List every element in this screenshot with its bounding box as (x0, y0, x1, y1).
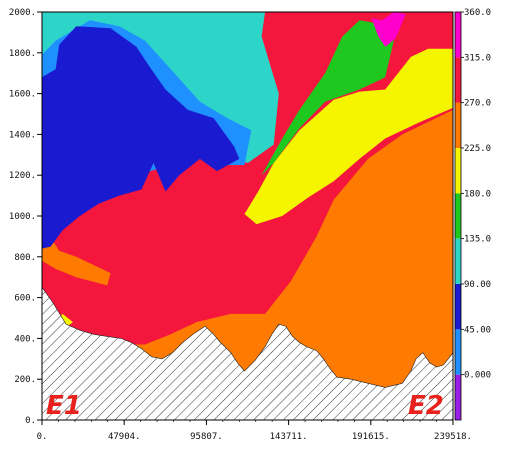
x-tick-label-1: 47904. (108, 432, 141, 442)
terrain-hatch (42, 286, 453, 420)
contour-region-3 (244, 48, 453, 225)
y-axis: 0. 200. 400. 600. 800. 1000. 1200. 1400. 1600. 18… (9, 8, 42, 426)
contour-region-2 (42, 224, 111, 286)
colorbar-label-6: 270.0 (464, 99, 491, 109)
plot-area (42, 12, 453, 420)
colorbar-swatch-8 (455, 12, 461, 58)
colorbar-swatch-2 (455, 284, 461, 330)
corner-label-right: E2 (408, 391, 444, 421)
y-tick-label-10: 2000. (9, 8, 36, 18)
colorbar-label-5: 225.0 (464, 144, 491, 154)
colorbar-label-4: 180.0 (464, 189, 491, 199)
contour-regions (42, 12, 453, 420)
contour-region-1 (42, 109, 453, 420)
colorbar-swatch-1 (455, 329, 461, 375)
y-tick-label-9: 1800. (9, 49, 36, 59)
contour-region-4 (261, 20, 394, 176)
colorbar-label-2: 90.00 (464, 280, 491, 290)
y-tick-label-1: 200. (14, 375, 36, 385)
colorbar-label-7: 315.0 (464, 53, 491, 63)
colorbar-label-1: 45.00 (464, 325, 491, 335)
y-tick-label-7: 1400. (9, 130, 36, 140)
y-tick-label-6: 1200. (9, 171, 36, 181)
colorbar-swatch-4 (455, 193, 461, 239)
colorbar-swatch-0 (455, 374, 461, 420)
colorbar-swatch-6 (455, 102, 461, 148)
colorbar-swatch-7 (455, 57, 461, 103)
corner-label-left: E1 (46, 391, 82, 421)
y-tick-label-2: 400. (14, 334, 36, 344)
colorbar: 0.000 45.00 90.00 135.0 180.0 225.0 270.0 315.0… (454, 8, 491, 421)
y-tick-label-8: 1600. (9, 90, 36, 100)
x-axis: 0. 47904. 95807. 143711. 191615. 239518. (37, 420, 472, 442)
x-tick-label-0: 0. (37, 432, 48, 442)
colorbar-swatch-3 (455, 238, 461, 284)
colorbar-label-8: 360.0 (464, 8, 491, 18)
contour-region-7 (42, 26, 240, 249)
y-tick-label-0: 0. (25, 416, 36, 426)
contour-region-8 (371, 12, 406, 47)
colorbar-swatch-5 (455, 148, 461, 194)
colorbar-label-0: 0.000 (464, 371, 491, 381)
colorbar-frame (454, 11, 462, 421)
colorbar-label-3: 135.0 (464, 235, 491, 245)
y-tick-label-3: 600. (14, 294, 36, 304)
x-tick-label-2: 95807. (190, 432, 223, 442)
x-tick-label-3: 143711. (270, 432, 308, 442)
y-tick-label-4: 800. (14, 253, 36, 263)
x-tick-label-4: 191615. (352, 432, 390, 442)
x-tick-label-5: 239518. (434, 432, 472, 442)
y-tick-label-5: 1000. (9, 212, 36, 222)
